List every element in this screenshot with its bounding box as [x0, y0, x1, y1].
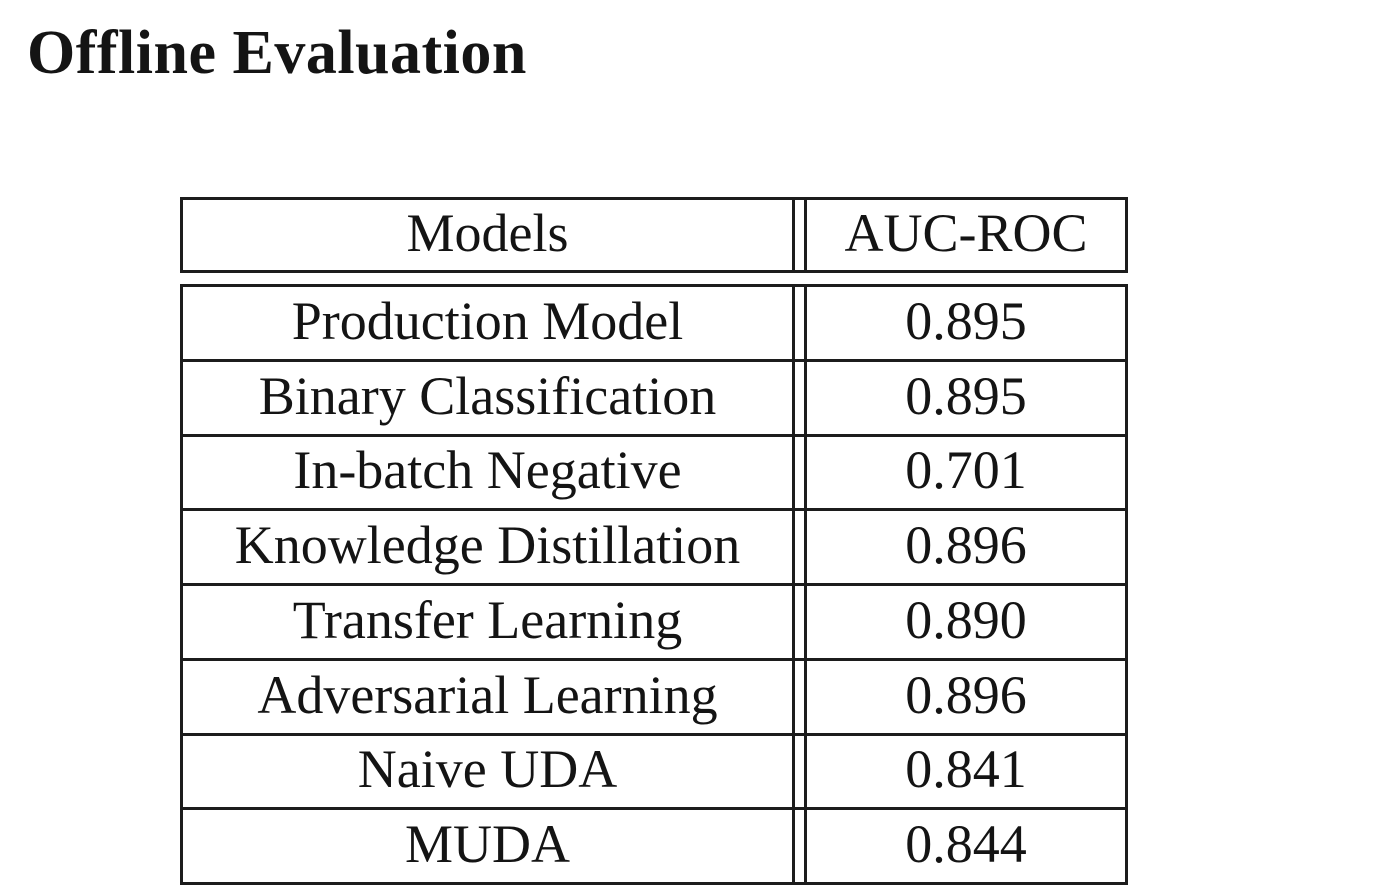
auc-roc-value-cell: 0.896	[804, 511, 1125, 583]
page-title: Offline Evaluation	[27, 19, 527, 87]
model-name-cell: Production Model	[183, 287, 795, 359]
model-name-cell: Naive UDA	[183, 735, 795, 808]
model-name-cell: Knowledge Distillation	[183, 511, 795, 583]
model-name-cell: Binary Classification	[183, 361, 795, 434]
auc-roc-value-cell: 0.896	[804, 660, 1125, 733]
auc-roc-value-cell: 0.890	[804, 586, 1125, 658]
auc-roc-value-cell: 0.895	[804, 287, 1125, 359]
table-row: Production Model 0.895	[183, 287, 1125, 359]
evaluation-table: Models AUC-ROC Production Model 0.895 Bi…	[180, 197, 1128, 885]
table-body: Production Model 0.895 Binary Classifica…	[180, 284, 1128, 885]
table-row: Naive UDA 0.841	[183, 732, 1125, 808]
table-header-row: Models AUC-ROC	[180, 197, 1128, 273]
table-row: Transfer Learning 0.890	[183, 583, 1125, 658]
column-divider-gap	[795, 437, 804, 509]
table-row: Adversarial Learning 0.896	[183, 657, 1125, 733]
column-divider-gap	[795, 586, 804, 658]
auc-roc-value-cell: 0.701	[804, 436, 1125, 509]
model-name-cell: In-batch Negative	[183, 436, 795, 509]
table-row: Binary Classification 0.895	[183, 358, 1125, 434]
auc-roc-value-cell: 0.895	[804, 361, 1125, 434]
model-name-cell: Transfer Learning	[183, 586, 795, 658]
table-row: Knowledge Distillation 0.896	[183, 508, 1125, 583]
column-divider-gap	[795, 661, 804, 733]
column-divider-gap	[795, 287, 804, 359]
model-name-cell: MUDA	[183, 810, 795, 882]
column-divider-gap	[795, 810, 804, 882]
column-divider-gap	[795, 511, 804, 583]
table-row: MUDA 0.844	[183, 807, 1125, 882]
table-row: In-batch Negative 0.701	[183, 433, 1125, 509]
auc-roc-value-cell: 0.841	[804, 735, 1125, 808]
header-cell-auc-roc: AUC-ROC	[804, 200, 1125, 270]
model-name-cell: Adversarial Learning	[183, 660, 795, 733]
column-divider-gap	[795, 362, 804, 434]
column-divider-gap	[795, 200, 804, 270]
auc-roc-value-cell: 0.844	[804, 810, 1125, 882]
header-cell-models: Models	[183, 200, 795, 270]
column-divider-gap	[795, 736, 804, 808]
